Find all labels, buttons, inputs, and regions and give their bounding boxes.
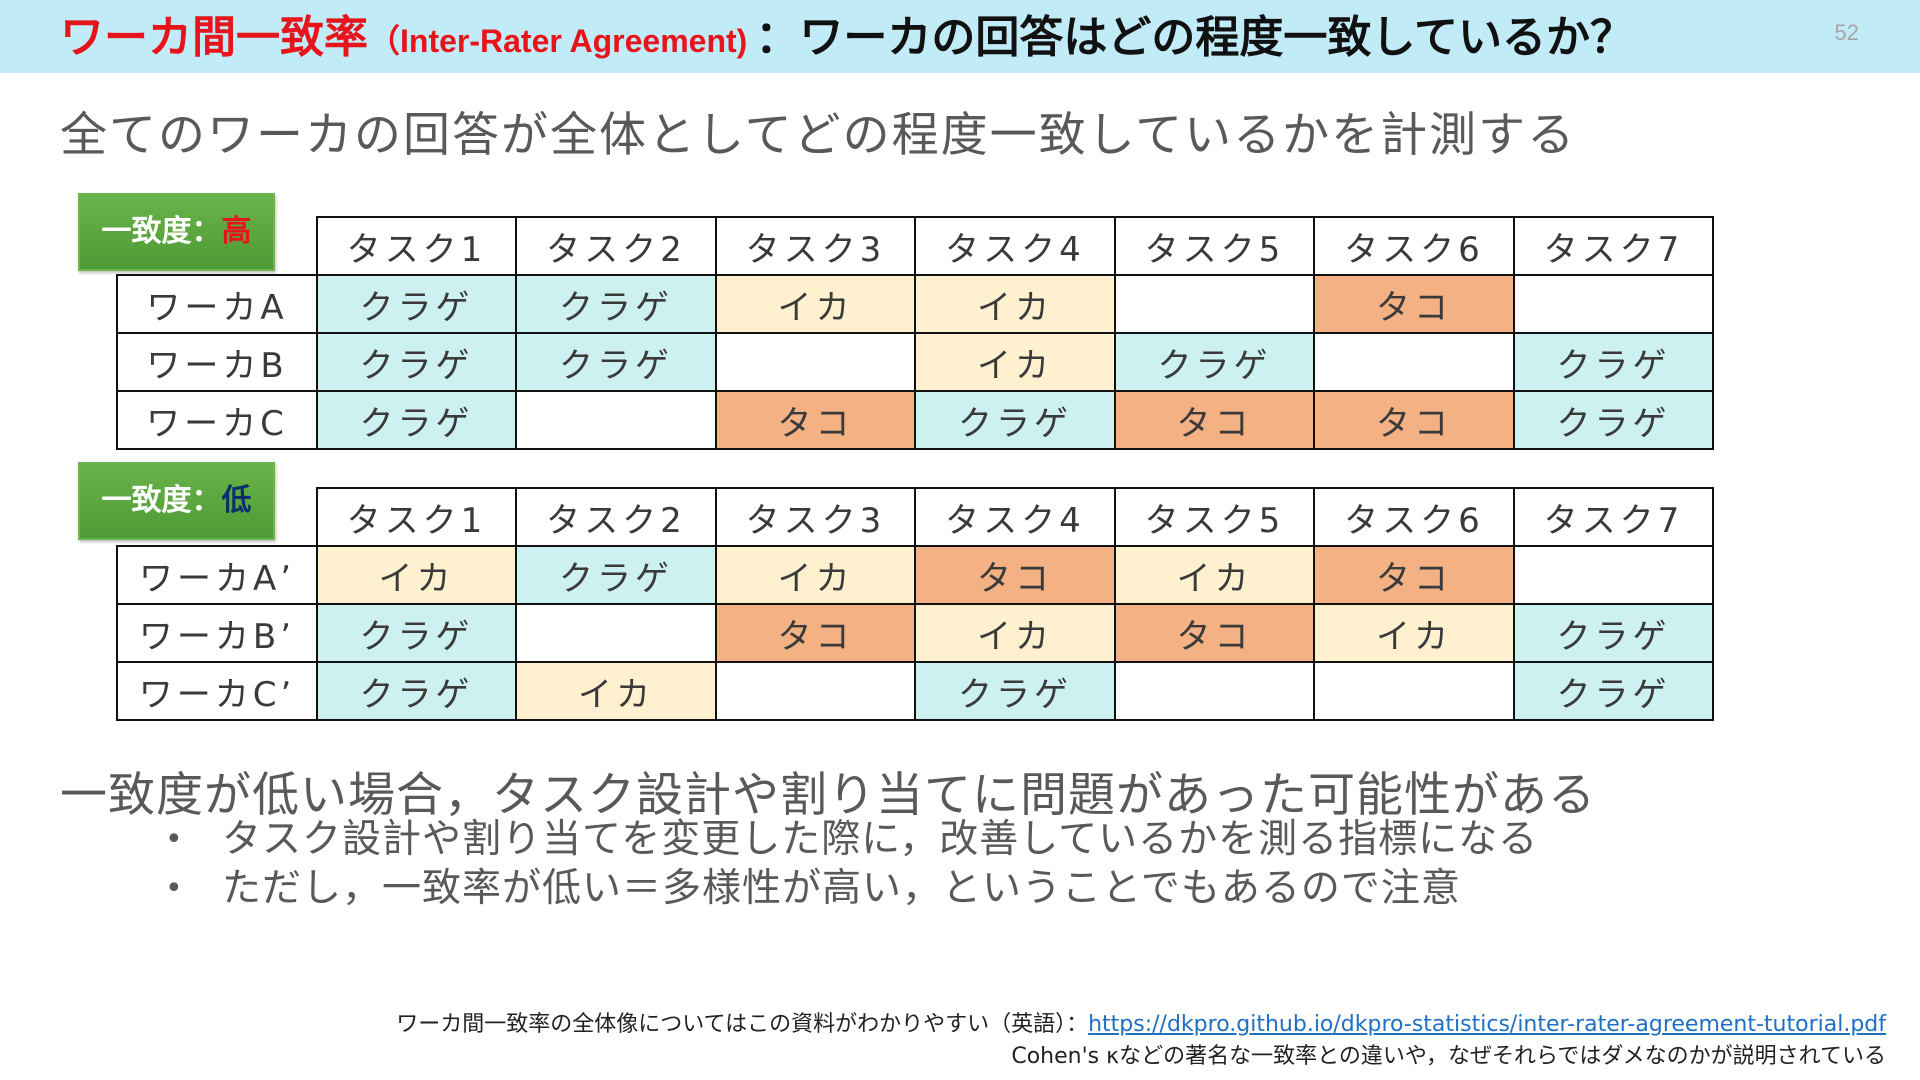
table-row: ワーカA クラゲ クラゲ イカ イカ タコ xyxy=(116,274,1714,334)
answer-cell: クラゲ xyxy=(515,545,717,605)
answer-cell xyxy=(1513,545,1714,605)
answer-cell xyxy=(1313,661,1515,721)
agreement-high-tag: 一致度：高 xyxy=(78,193,275,271)
header-row: タスク1 タスク2 タスク3 タスク4 タスク5 タスク6 タスク7 xyxy=(117,216,1714,276)
worker-label: ワーカB’ xyxy=(116,603,318,663)
answer-cell: タコ xyxy=(1313,545,1515,605)
answer-cell: クラゲ xyxy=(914,661,1116,721)
answer-cell: クラゲ xyxy=(316,603,517,663)
bullet-text: ただし，一致率が低い＝多様性が高い，ということでもあるので注意 xyxy=(222,866,1461,911)
task-header: タスク4 xyxy=(914,216,1116,276)
answer-cell xyxy=(1313,332,1515,392)
task-header: タスク3 xyxy=(715,216,916,276)
footnote-text: ワーカ間一致率の全体像についてはこの資料がわかりやすい（英語）： xyxy=(396,1012,1089,1037)
key-point: 一致度が低い場合，タスク設計や割り当てに問題があった可能性がある xyxy=(60,768,1596,823)
answer-cell: タコ xyxy=(1114,603,1315,663)
answer-cell: イカ xyxy=(914,332,1116,392)
answer-cell xyxy=(515,390,717,450)
table-row: ワーカB クラゲ クラゲ イカ クラゲ クラゲ xyxy=(116,332,1714,392)
tag-level-low: 低 xyxy=(221,483,252,518)
answer-cell xyxy=(1114,274,1315,334)
answer-cell: イカ xyxy=(1313,603,1515,663)
bullet-list: • タスク設計や割り当てを変更した際に，改善しているかを測る指標になる • ただし，… xyxy=(165,815,1538,913)
task-header: タスク1 xyxy=(316,216,517,276)
task-header: タスク6 xyxy=(1313,487,1515,547)
table-row: ワーカC クラゲ タコ クラゲ タコ タコ クラゲ xyxy=(116,390,1714,450)
answer-cell: タコ xyxy=(1313,274,1515,334)
answer-cell: イカ xyxy=(914,274,1116,334)
bullet-item: • ただし，一致率が低い＝多様性が高い，ということでもあるので注意 xyxy=(165,864,1538,913)
table-row: ワーカC’ クラゲ イカ クラゲ クラゲ xyxy=(116,661,1714,721)
subtitle: 全てのワーカの回答が全体としてどの程度一致しているかを計測する xyxy=(60,108,1577,163)
header-row: タスク1 タスク2 タスク3 タスク4 タスク5 タスク6 タスク7 xyxy=(117,487,1714,547)
tag-level-high: 高 xyxy=(221,214,252,249)
answer-cell: クラゲ xyxy=(316,332,517,392)
bullet-dot: • xyxy=(165,822,184,857)
answer-cell xyxy=(1513,274,1714,334)
answer-cell: クラゲ xyxy=(515,274,717,334)
page-number: 52 xyxy=(1834,20,1859,45)
table-row: ワーカB’ クラゲ タコ イカ タコ イカ クラゲ xyxy=(116,603,1714,663)
worker-label: ワーカA’ xyxy=(116,545,318,605)
answer-cell xyxy=(515,603,717,663)
table-row: ワーカA’ イカ クラゲ イカ タコ イカ タコ xyxy=(116,545,1714,605)
answer-cell: クラゲ xyxy=(1513,661,1714,721)
task-header: タスク6 xyxy=(1313,216,1515,276)
bullet-dot: • xyxy=(165,871,184,906)
tag-prefix: 一致度： xyxy=(101,483,222,518)
task-header: タスク5 xyxy=(1114,216,1315,276)
title-bar xyxy=(0,0,1920,73)
bullet-text: タスク設計や割り当てを変更した際に，改善しているかを測る指標になる xyxy=(222,817,1539,862)
answer-cell: タコ xyxy=(1313,390,1515,450)
answer-cell: イカ xyxy=(1114,545,1315,605)
task-header: タスク1 xyxy=(316,487,517,547)
task-header: タスク2 xyxy=(515,216,717,276)
footnote-line-1: ワーカ間一致率の全体像についてはこの資料がわかりやすい（英語）：https://… xyxy=(396,1006,1886,1038)
answer-cell: クラゲ xyxy=(1114,332,1315,392)
task-header: タスク3 xyxy=(715,487,916,547)
task-header: タスク2 xyxy=(515,487,717,547)
task-header: タスク4 xyxy=(914,487,1116,547)
answer-cell: クラゲ xyxy=(316,661,517,721)
answer-cell: イカ xyxy=(715,545,916,605)
worker-label: ワーカC’ xyxy=(116,661,318,721)
footnote-line-2: Cohen's κなどの著名な一致率との違いや，なぜそれらではダメなのかが説明さ… xyxy=(1011,1044,1886,1069)
agreement-low-tag: 一致度：低 xyxy=(78,462,275,540)
answer-cell: クラゲ xyxy=(1513,332,1714,392)
answer-cell xyxy=(715,661,916,721)
answer-cell: クラゲ xyxy=(914,390,1116,450)
task-header: タスク7 xyxy=(1513,216,1714,276)
answer-cell: クラゲ xyxy=(316,390,517,450)
answer-cell: イカ xyxy=(914,603,1116,663)
answer-cell xyxy=(1114,661,1315,721)
bullet-item: • タスク設計や割り当てを変更した際に，改善しているかを測る指標になる xyxy=(165,815,1538,864)
answer-cell: クラゲ xyxy=(1513,390,1714,450)
agreement-high-table: タスク1 タスク2 タスク3 タスク4 タスク5 タスク6 タスク7 ワーカA クラゲ クラゲ イカ… xyxy=(116,216,1714,450)
answer-cell: タコ xyxy=(914,545,1116,605)
task-header: タスク7 xyxy=(1513,487,1714,547)
answer-cell: クラゲ xyxy=(316,274,517,334)
slide-title: ワーカ間一致率（Inter-Rater Agreement) ：ワーカの回答はどの… xyxy=(60,8,1634,68)
tag-prefix: 一致度： xyxy=(101,214,222,249)
answer-cell: クラゲ xyxy=(515,332,717,392)
answer-cell xyxy=(715,332,916,392)
worker-label: ワーカB xyxy=(116,332,318,392)
answer-cell: イカ xyxy=(715,274,916,334)
worker-label: ワーカC xyxy=(116,390,318,450)
answer-cell: タコ xyxy=(1114,390,1315,450)
title-english: （Inter-Rater Agreement) xyxy=(368,23,748,59)
title-main: ワーカ間一致率 xyxy=(60,12,368,63)
title-question: ：ワーカの回答はどの程度一致しているか？ xyxy=(755,12,1635,63)
worker-label: ワーカA xyxy=(116,274,318,334)
answer-cell: クラゲ xyxy=(1513,603,1714,663)
answer-cell: タコ xyxy=(715,603,916,663)
answer-cell: イカ xyxy=(316,545,517,605)
task-header: タスク5 xyxy=(1114,487,1315,547)
answer-cell: イカ xyxy=(515,661,717,721)
agreement-low-table: タスク1 タスク2 タスク3 タスク4 タスク5 タスク6 タスク7 ワーカA’ イカ クラゲ イカ… xyxy=(116,487,1714,721)
answer-cell: タコ xyxy=(715,390,916,450)
tutorial-link[interactable]: https://dkpro.github.io/dkpro-statistics… xyxy=(1088,1012,1886,1037)
